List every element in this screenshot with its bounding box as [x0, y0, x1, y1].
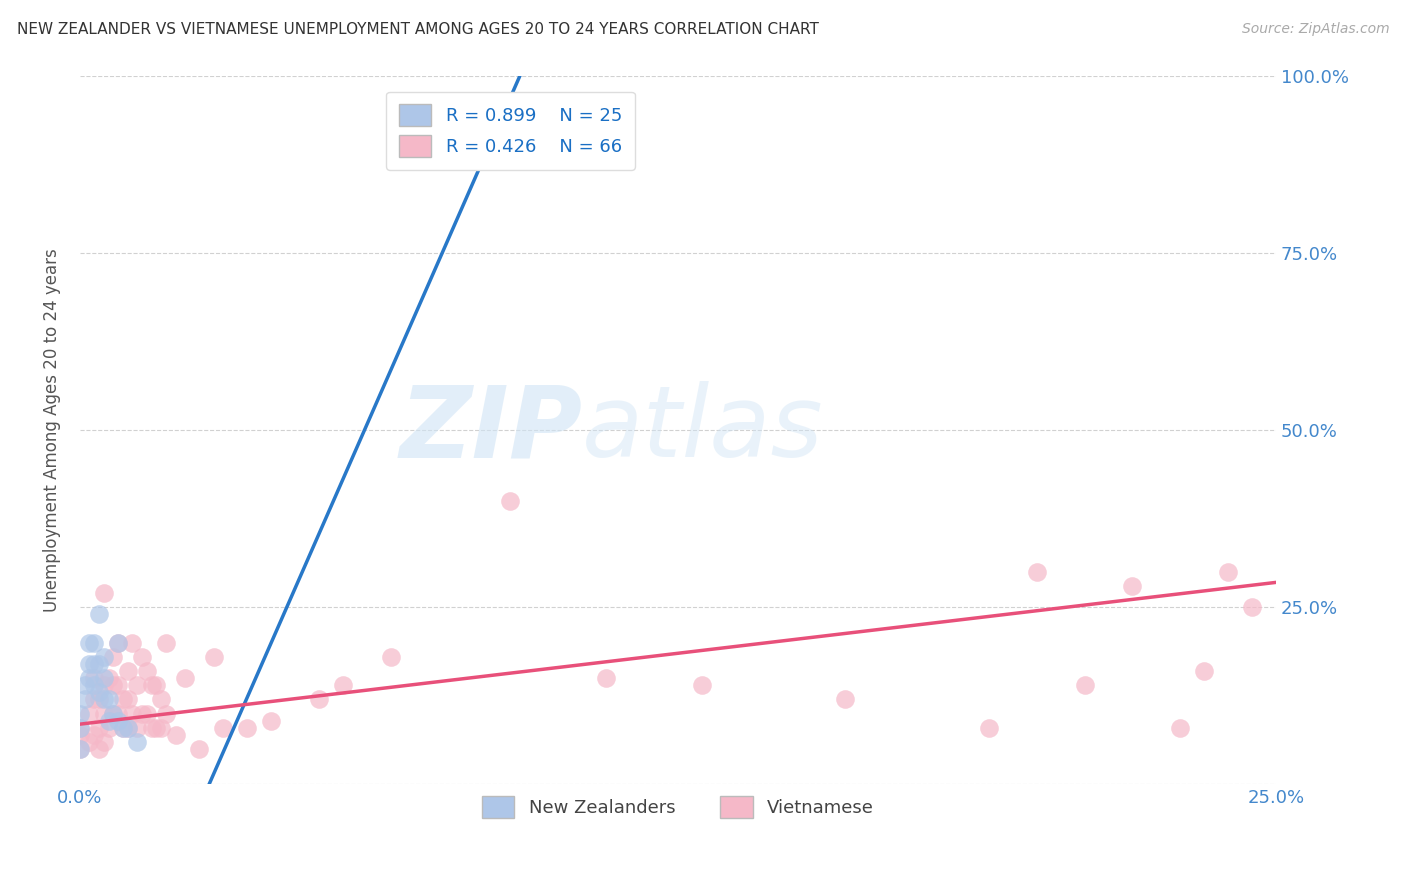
Point: [103, 706, 125, 721]
Point: [117, 692, 139, 706]
Point: [155, 635, 177, 649]
Point: [117, 721, 139, 735]
Point: [79, 735, 101, 749]
Point: [83, 692, 105, 706]
Point: [87, 742, 110, 756]
Legend: New Zealanders, Vietnamese: New Zealanders, Vietnamese: [474, 789, 882, 825]
Point: [174, 671, 197, 685]
Point: [97, 671, 120, 685]
Point: [127, 735, 149, 749]
Point: [103, 649, 125, 664]
Point: [87, 721, 110, 735]
Point: [69, 728, 91, 742]
Point: [87, 685, 110, 699]
Point: [93, 692, 115, 706]
Point: [202, 649, 225, 664]
Point: [111, 721, 134, 735]
Point: [83, 635, 105, 649]
Point: [380, 649, 402, 664]
Point: [1216, 565, 1239, 579]
Point: [73, 678, 96, 692]
Point: [69, 706, 91, 721]
Point: [212, 721, 235, 735]
Point: [499, 494, 522, 508]
Point: [834, 692, 856, 706]
Point: [1025, 565, 1047, 579]
Point: [141, 678, 163, 692]
Text: NEW ZEALANDER VS VIETNAMESE UNEMPLOYMENT AMONG AGES 20 TO 24 YEARS CORRELATION C: NEW ZEALANDER VS VIETNAMESE UNEMPLOYMENT…: [17, 22, 818, 37]
Point: [69, 721, 91, 735]
Point: [79, 671, 101, 685]
Point: [93, 735, 115, 749]
Point: [83, 728, 105, 742]
Point: [69, 721, 91, 735]
Point: [107, 635, 129, 649]
Point: [308, 692, 330, 706]
Y-axis label: Unemployment Among Ages 20 to 24 years: Unemployment Among Ages 20 to 24 years: [44, 248, 60, 612]
Point: [1073, 678, 1095, 692]
Point: [97, 692, 120, 706]
Point: [97, 721, 120, 735]
Point: [93, 678, 115, 692]
Point: [135, 706, 157, 721]
Point: [83, 671, 105, 685]
Point: [97, 714, 120, 728]
Point: [111, 721, 134, 735]
Point: [145, 678, 167, 692]
Point: [131, 649, 153, 664]
Point: [117, 664, 139, 678]
Point: [103, 678, 125, 692]
Point: [107, 714, 129, 728]
Point: [135, 664, 157, 678]
Point: [121, 635, 143, 649]
Point: [79, 657, 101, 671]
Text: Source: ZipAtlas.com: Source: ZipAtlas.com: [1241, 22, 1389, 37]
Text: atlas: atlas: [582, 382, 824, 478]
Point: [1192, 664, 1215, 678]
Point: [73, 692, 96, 706]
Point: [165, 728, 187, 742]
Point: [188, 742, 211, 756]
Point: [145, 721, 167, 735]
Point: [236, 721, 259, 735]
Point: [150, 721, 173, 735]
Point: [1121, 579, 1143, 593]
Point: [87, 607, 110, 622]
Point: [690, 678, 713, 692]
Point: [107, 706, 129, 721]
Point: [1168, 721, 1191, 735]
Point: [83, 657, 105, 671]
Point: [93, 706, 115, 721]
Point: [107, 635, 129, 649]
Point: [69, 742, 91, 756]
Point: [121, 706, 143, 721]
Point: [93, 586, 115, 600]
Point: [141, 721, 163, 735]
Point: [69, 742, 91, 756]
Point: [107, 678, 129, 692]
Point: [83, 678, 105, 692]
Point: [87, 692, 110, 706]
Point: [117, 721, 139, 735]
Point: [260, 714, 283, 728]
Point: [595, 671, 617, 685]
Point: [977, 721, 1000, 735]
Point: [93, 671, 115, 685]
Point: [127, 721, 149, 735]
Point: [150, 692, 173, 706]
Point: [131, 706, 153, 721]
Point: [103, 706, 125, 721]
Text: ZIP: ZIP: [399, 382, 582, 478]
Point: [111, 692, 134, 706]
Point: [79, 706, 101, 721]
Point: [127, 678, 149, 692]
Point: [1240, 600, 1263, 615]
Point: [87, 657, 110, 671]
Point: [332, 678, 354, 692]
Point: [93, 649, 115, 664]
Point: [155, 706, 177, 721]
Point: [79, 635, 101, 649]
